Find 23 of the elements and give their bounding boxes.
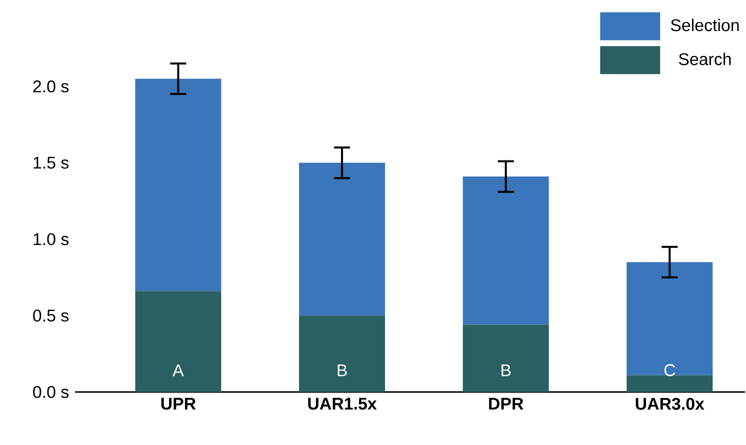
bar bbox=[135, 291, 222, 392]
annotation: C bbox=[664, 364, 676, 376]
y-tick-label: 1.0 s bbox=[34, 233, 69, 246]
bar bbox=[135, 78, 222, 292]
y-tick-label: 1.5 s bbox=[34, 156, 69, 169]
x-tick-label: UAR1.5x bbox=[308, 398, 377, 410]
x-tick-label: UAR3.0x bbox=[636, 398, 704, 410]
bar bbox=[626, 262, 713, 376]
x-tick-label: UPR bbox=[161, 398, 196, 410]
bar bbox=[462, 176, 549, 325]
y-tick-label: 0.5 s bbox=[33, 310, 69, 322]
y-tick-label: 0.0 s bbox=[33, 386, 69, 398]
legend-label: Selection bbox=[670, 18, 739, 32]
x-tick-label: DPR bbox=[489, 398, 524, 410]
legend-label: Search bbox=[678, 52, 731, 66]
bar bbox=[299, 162, 386, 316]
annotation: B bbox=[338, 364, 347, 376]
annotation: B bbox=[502, 364, 511, 376]
bar bbox=[626, 375, 713, 392]
bar bbox=[299, 316, 386, 392]
y-tick-label: 2.0 s bbox=[33, 80, 69, 92]
annotation: A bbox=[172, 364, 184, 376]
bar bbox=[462, 324, 549, 392]
